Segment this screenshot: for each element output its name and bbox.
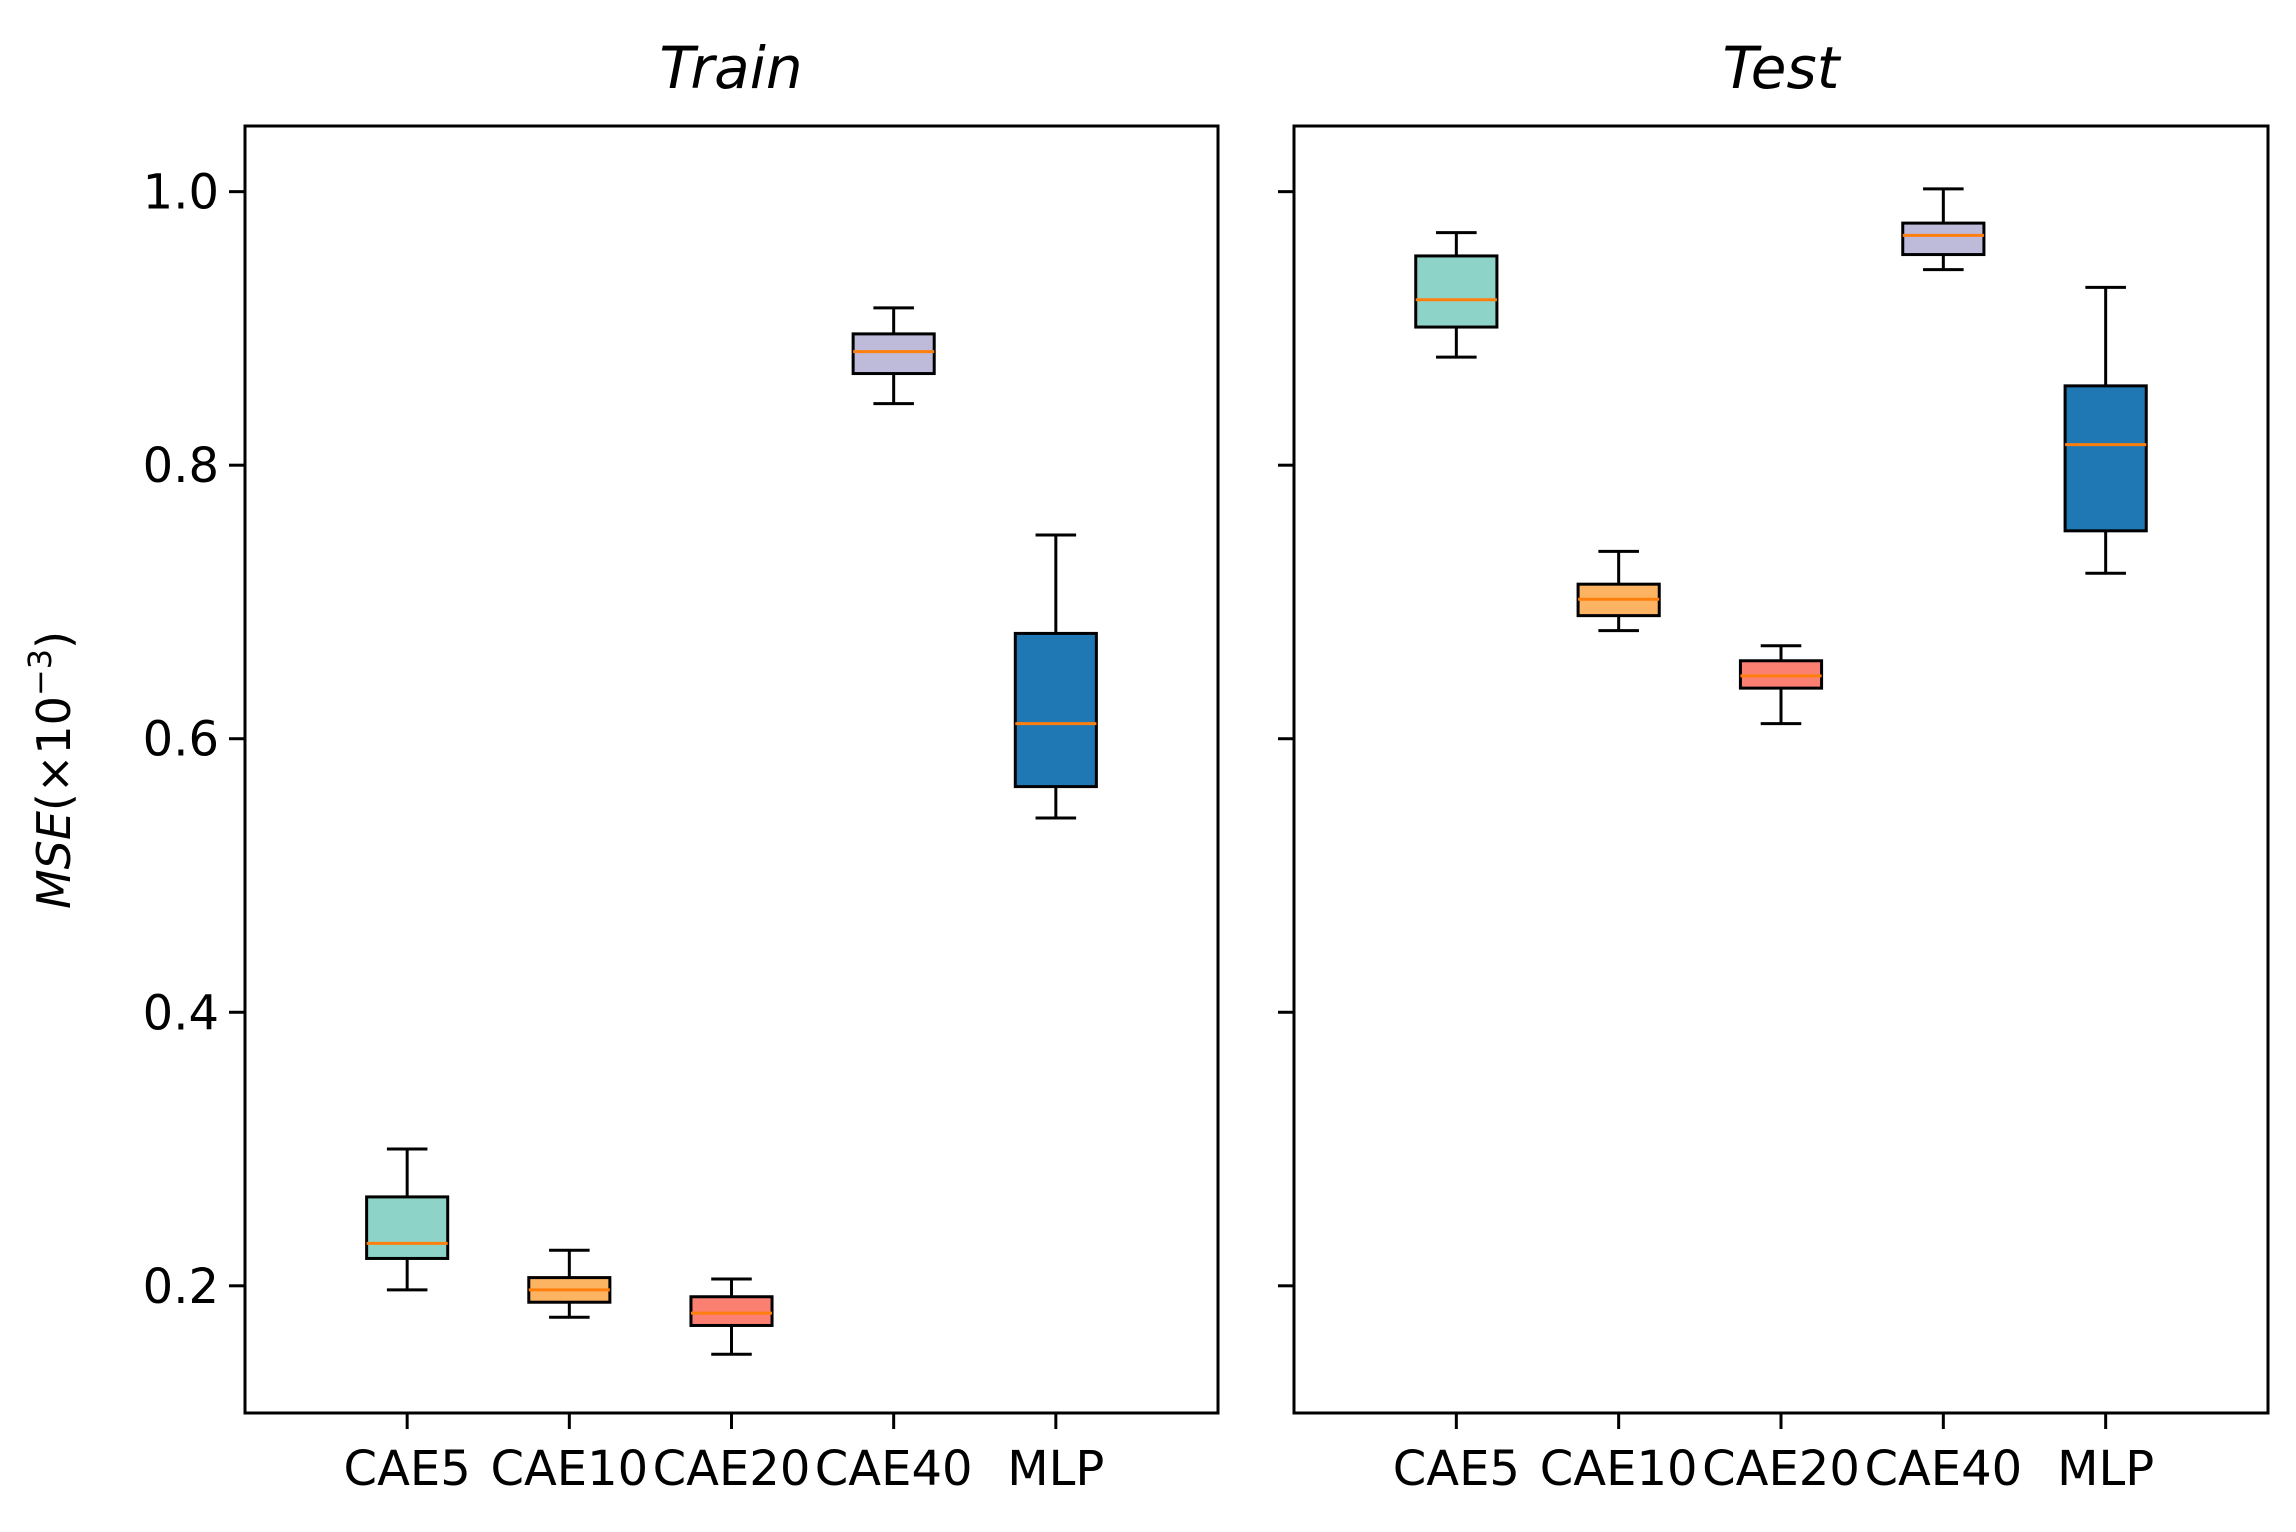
y-axis-ticks-train: 0.2 0.4 0.6 0.8 1.0 xyxy=(143,165,245,1315)
y-axis-label-exponent: −3 xyxy=(21,649,59,696)
panel-train: Train 0.2 0.4 0.6 0.8 1.0 CAE5 CAE10 CAE20 CAE4… xyxy=(143,34,1220,1497)
x-tick-label-train-cae40: CAE40 xyxy=(815,1441,973,1497)
boxes-train xyxy=(365,306,1098,1356)
y-axis-label-main: MSE xyxy=(27,811,81,909)
box-train-cae5 xyxy=(365,1195,450,1260)
box-train-cae40 xyxy=(851,332,936,376)
y-axis-label: MSE(×10−3) xyxy=(21,631,81,909)
y-tick-label-1: 0.4 xyxy=(143,985,219,1041)
x-tick-label-test-cae20: CAE20 xyxy=(1702,1441,1860,1497)
x-tick-label-train-cae10: CAE10 xyxy=(490,1441,648,1497)
panel-title-test: Test xyxy=(1723,34,1842,102)
y-axis-ticks-test xyxy=(1278,190,1294,1288)
y-tick-label-3: 0.8 xyxy=(143,438,219,494)
x-tick-label-test-mlp: MLP xyxy=(2057,1441,2154,1497)
y-axis-label-close: ) xyxy=(27,631,81,649)
box-train-cae20 xyxy=(689,1295,774,1327)
x-tick-label-train-mlp: MLP xyxy=(1007,1441,1104,1497)
x-tick-label-test-cae40: CAE40 xyxy=(1864,1441,2022,1497)
y-axis-label-units: (×10 xyxy=(27,696,81,811)
box-test-cae5 xyxy=(1414,254,1499,329)
y-tick-label-2: 0.6 xyxy=(143,712,219,768)
x-axis-ticks-train: CAE5 CAE10 CAE20 CAE40 MLP xyxy=(344,1413,1104,1497)
x-tick-label-test-cae5: CAE5 xyxy=(1393,1441,1520,1497)
y-tick-label-0: 0.2 xyxy=(143,1259,219,1315)
panel-title-train: Train xyxy=(659,34,802,102)
x-tick-label-train-cae5: CAE5 xyxy=(344,1441,471,1497)
boxes-test xyxy=(1414,187,2148,726)
x-tick-label-train-cae20: CAE20 xyxy=(653,1441,811,1497)
box-test-mlp xyxy=(2063,384,2148,533)
y-tick-label-4: 1.0 xyxy=(143,165,219,221)
box-test-cae40 xyxy=(1901,221,1986,257)
x-axis-ticks-test: CAE5 CAE10 CAE20 CAE40 MLP xyxy=(1393,1413,2154,1497)
x-tick-label-test-cae10: CAE10 xyxy=(1540,1441,1698,1497)
panel-test: Test CAE5 CAE10 CAE20 CAE40 MLP xyxy=(1278,34,2270,1497)
box-train-mlp xyxy=(1013,631,1098,789)
